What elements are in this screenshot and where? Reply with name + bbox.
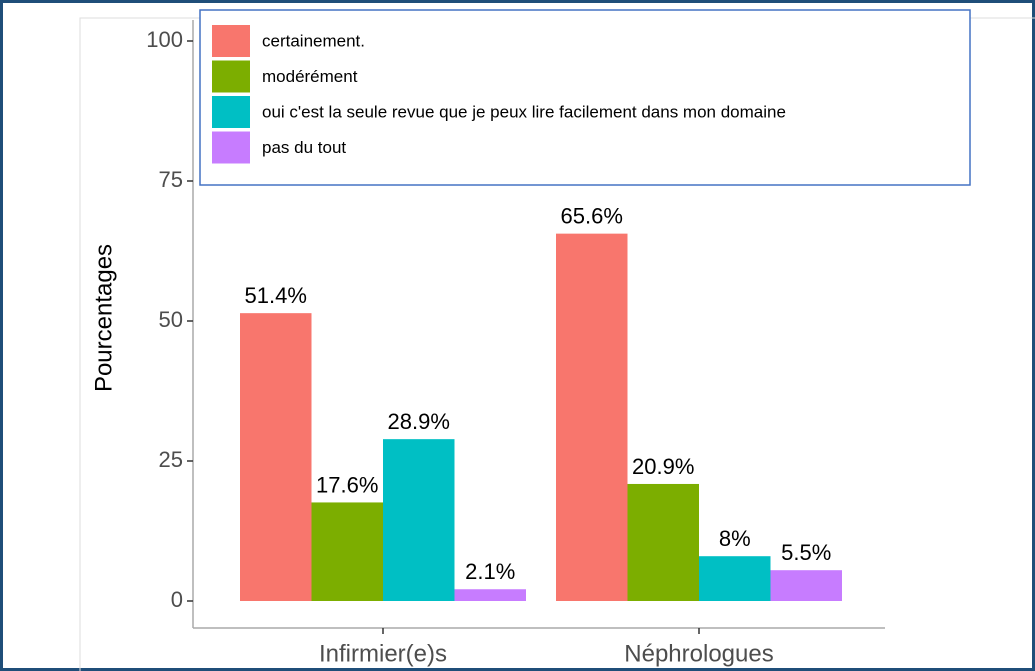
x-tick-label: Infirmier(e)s	[319, 640, 447, 667]
y-tick-label: 75	[159, 167, 183, 192]
legend-label: oui c'est la seule revue que je peux lir…	[262, 102, 786, 121]
legend-swatch	[212, 25, 250, 57]
legend-label: pas du tout	[262, 138, 346, 157]
bar	[627, 483, 699, 601]
value-label: 2.1%	[465, 559, 515, 584]
value-label: 17.6%	[316, 472, 378, 497]
bar	[454, 589, 526, 601]
bar	[770, 570, 842, 601]
value-label: 51.4%	[245, 283, 307, 308]
y-tick-label: 100	[146, 27, 183, 52]
bar	[556, 233, 628, 601]
legend-swatch	[212, 96, 250, 128]
bar	[311, 502, 383, 601]
value-label: 65.6%	[561, 203, 623, 228]
bar	[383, 439, 455, 601]
value-label: 5.5%	[781, 540, 831, 565]
y-tick-label: 50	[159, 307, 183, 332]
bar	[699, 556, 771, 601]
x-tick-label: Néphrologues	[624, 640, 773, 667]
bar	[240, 313, 312, 601]
value-label: 20.9%	[632, 454, 694, 479]
legend-label: certainement.	[262, 31, 365, 50]
y-tick-label: 25	[159, 447, 183, 472]
legend-swatch	[212, 60, 250, 93]
legend-label: modérément	[262, 67, 358, 86]
value-label: 28.9%	[388, 409, 450, 434]
legend-box	[199, 9, 971, 186]
y-tick-label: 0	[171, 587, 183, 612]
legend-swatch	[212, 131, 250, 164]
y-axis-label: Pourcentages	[90, 244, 117, 392]
value-label: 8%	[719, 526, 751, 551]
